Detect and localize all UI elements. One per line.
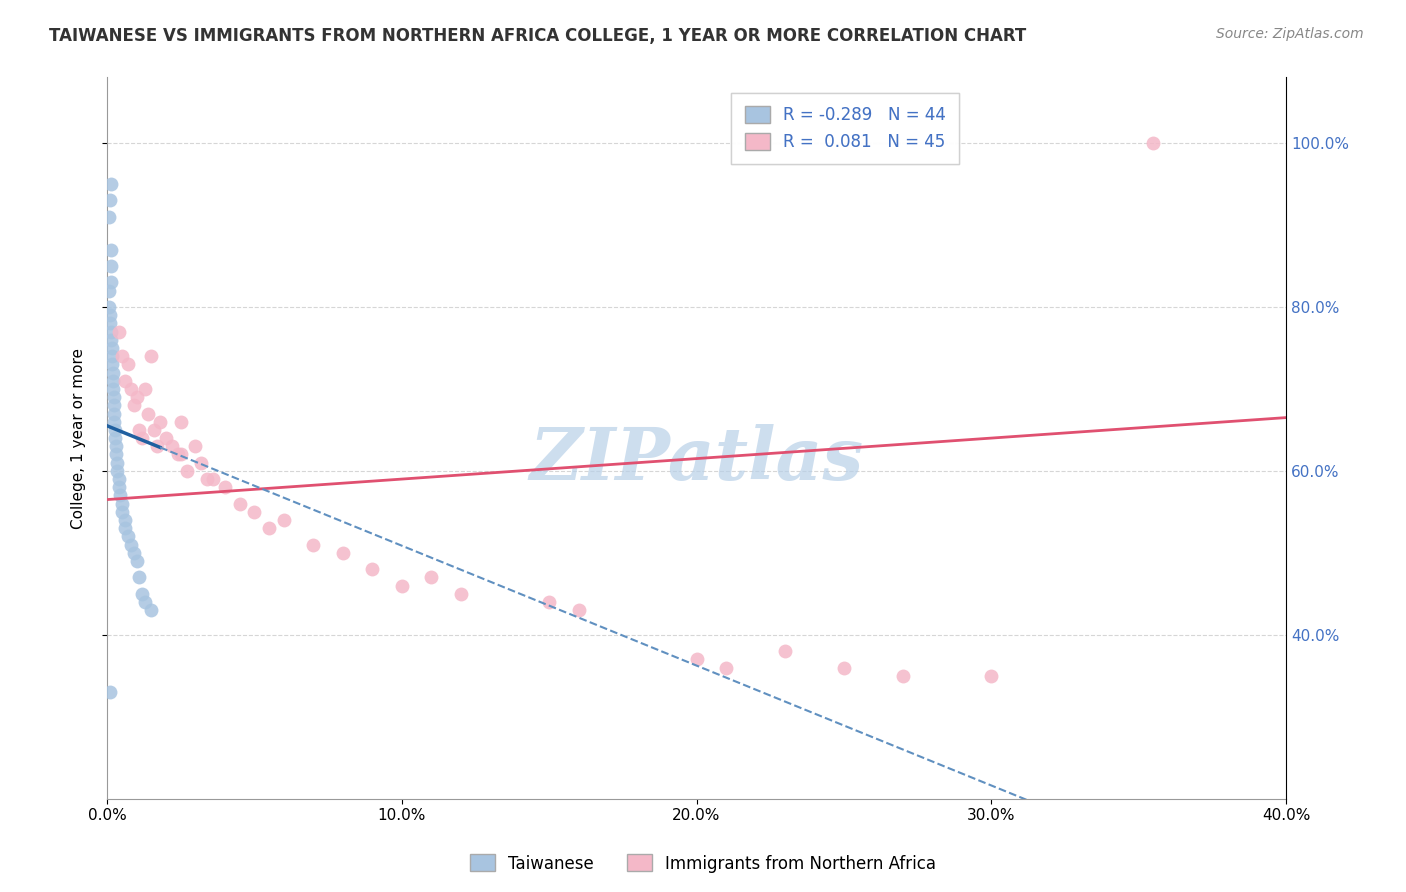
Point xyxy=(98,300,121,314)
Point xyxy=(104,423,127,437)
Point xyxy=(450,587,472,601)
Point xyxy=(110,488,132,502)
Point xyxy=(100,259,122,273)
Point xyxy=(98,316,121,330)
Point xyxy=(111,497,134,511)
Point xyxy=(101,341,124,355)
Point xyxy=(195,472,218,486)
Point xyxy=(101,357,124,371)
Point xyxy=(101,374,124,388)
Point xyxy=(98,308,121,322)
Point xyxy=(122,546,145,560)
Point xyxy=(100,177,122,191)
Legend: R = -0.289   N = 44, R =  0.081   N = 45: R = -0.289 N = 44, R = 0.081 N = 45 xyxy=(731,93,959,164)
Point xyxy=(103,407,125,421)
Point xyxy=(114,521,136,535)
Point xyxy=(391,579,413,593)
Y-axis label: College, 1 year or more: College, 1 year or more xyxy=(72,348,86,529)
Point xyxy=(103,398,125,412)
Point xyxy=(141,603,163,617)
Point xyxy=(101,349,124,363)
Point xyxy=(98,210,121,224)
Point xyxy=(141,349,163,363)
Point xyxy=(108,480,131,494)
Point xyxy=(714,660,737,674)
Point xyxy=(105,464,128,478)
Point xyxy=(257,521,280,535)
Point xyxy=(190,456,212,470)
Text: ZIPatlas: ZIPatlas xyxy=(530,425,863,495)
Point xyxy=(98,194,121,208)
Point xyxy=(170,415,193,429)
Point xyxy=(114,374,136,388)
Point xyxy=(104,448,127,462)
Point xyxy=(332,546,354,560)
Point xyxy=(134,382,156,396)
Point xyxy=(111,505,134,519)
Point xyxy=(122,398,145,412)
Point xyxy=(138,407,160,421)
Point xyxy=(228,497,250,511)
Point xyxy=(273,513,295,527)
Point xyxy=(302,538,325,552)
Point xyxy=(103,382,125,396)
Point xyxy=(100,243,122,257)
Legend: Taiwanese, Immigrants from Northern Africa: Taiwanese, Immigrants from Northern Afri… xyxy=(463,847,943,880)
Point xyxy=(114,513,136,527)
Text: Source: ZipAtlas.com: Source: ZipAtlas.com xyxy=(1216,27,1364,41)
Point xyxy=(104,431,127,445)
Point xyxy=(166,448,188,462)
Point xyxy=(155,431,177,445)
Point xyxy=(170,448,193,462)
Point xyxy=(980,669,1002,683)
Point xyxy=(108,472,131,486)
Point xyxy=(538,595,561,609)
Point xyxy=(361,562,384,576)
Point xyxy=(100,333,122,347)
Point xyxy=(160,439,183,453)
Point xyxy=(103,415,125,429)
Point xyxy=(98,685,121,699)
Point xyxy=(773,644,796,658)
Point xyxy=(111,349,134,363)
Point xyxy=(146,439,169,453)
Point xyxy=(125,390,148,404)
Point xyxy=(131,431,153,445)
Point xyxy=(97,284,120,298)
Point xyxy=(120,538,142,552)
Point xyxy=(128,570,150,584)
Point xyxy=(125,554,148,568)
Point xyxy=(103,390,125,404)
Point xyxy=(568,603,591,617)
Point xyxy=(891,669,914,683)
Point xyxy=(832,660,855,674)
Point xyxy=(100,325,122,339)
Point xyxy=(134,595,156,609)
Point xyxy=(101,366,124,380)
Point xyxy=(149,415,172,429)
Point xyxy=(143,423,166,437)
Point xyxy=(117,357,139,371)
Point xyxy=(202,472,225,486)
Point xyxy=(214,480,236,494)
Point xyxy=(105,456,128,470)
Point xyxy=(120,382,142,396)
Point xyxy=(420,570,443,584)
Point xyxy=(108,325,131,339)
Text: TAIWANESE VS IMMIGRANTS FROM NORTHERN AFRICA COLLEGE, 1 YEAR OR MORE CORRELATION: TAIWANESE VS IMMIGRANTS FROM NORTHERN AF… xyxy=(49,27,1026,45)
Point xyxy=(100,276,122,290)
Point xyxy=(243,505,266,519)
Point xyxy=(685,652,707,666)
Point xyxy=(1142,136,1164,150)
Point xyxy=(176,464,198,478)
Point xyxy=(184,439,207,453)
Point xyxy=(128,423,150,437)
Point xyxy=(131,587,153,601)
Point xyxy=(104,439,127,453)
Point xyxy=(117,529,139,543)
